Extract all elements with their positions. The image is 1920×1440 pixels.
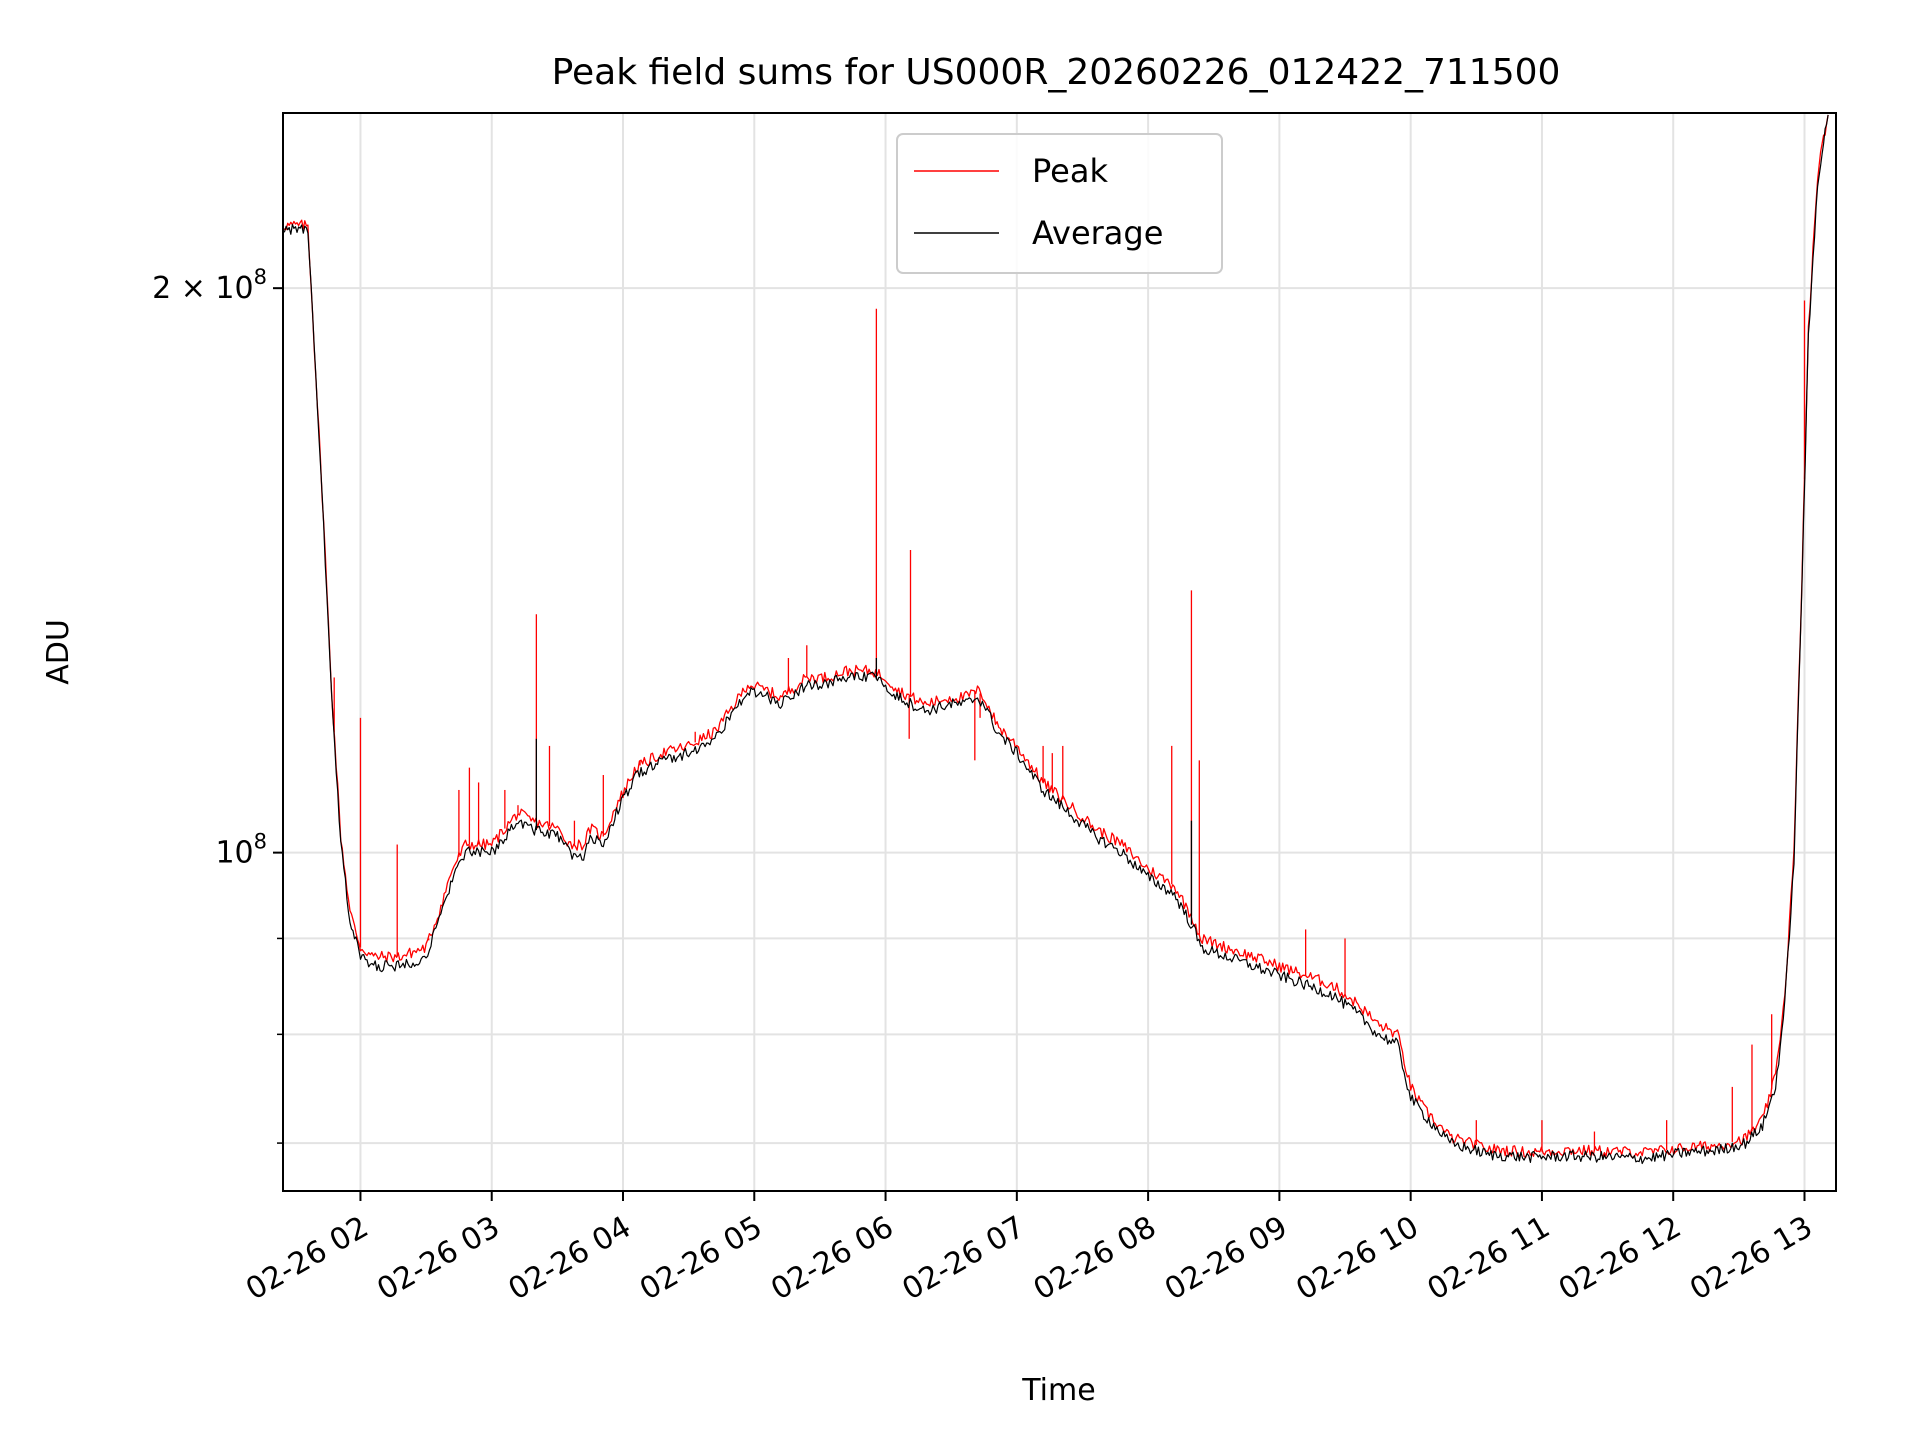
y-axis: 108 2 × 108 [152,265,283,1144]
y-tick-label: 2 × 108 [152,265,267,306]
x-axis-label: Time [1021,1373,1095,1408]
legend: Peak Average [896,133,1223,274]
y-axis-label: ADU [41,619,76,685]
grid-lines [283,113,1836,1191]
series-layer [283,114,1829,1165]
chart-title: Peak field sums for US000R_20260226_0124… [552,52,1561,93]
plot-frame [282,112,1837,1192]
legend-label-peak: Peak [1032,152,1108,190]
legend-box [896,133,1223,274]
y-tick-label: 108 [215,830,267,871]
legend-label-average: Average [1032,214,1163,252]
average-series-line [283,114,1829,1165]
